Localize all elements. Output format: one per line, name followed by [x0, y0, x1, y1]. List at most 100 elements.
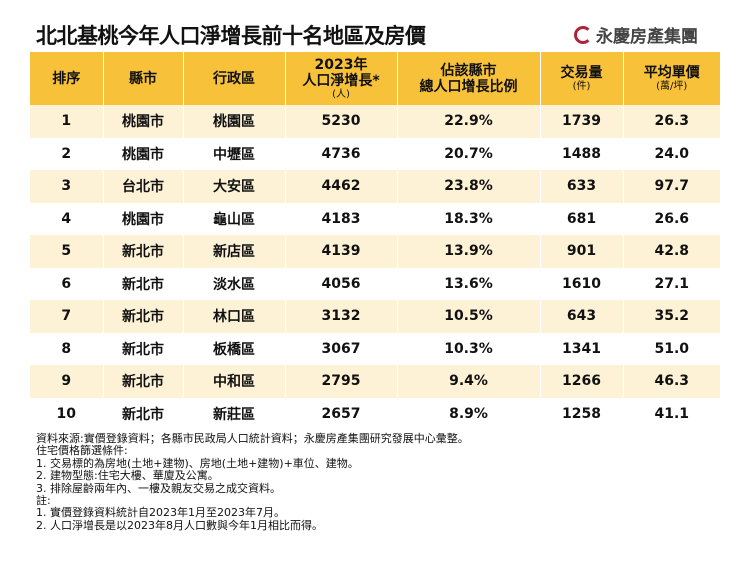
note-line: 資料來源:實價登錄資料；各縣市民政局人口統計資料；永慶房產集團研究發展中心彙整。 — [36, 432, 469, 445]
note-line: 註: — [36, 494, 51, 508]
cell-population-growth: 4462 — [284, 170, 397, 203]
cell-avg-price: 35.2 — [622, 300, 720, 333]
cell-population-growth: 3132 — [284, 300, 397, 333]
cell-city: 台北市 — [102, 170, 183, 203]
cell-city: 新北市 — [102, 300, 183, 333]
cell-district: 林口區 — [182, 300, 285, 333]
cell-population-growth: 3067 — [284, 332, 397, 365]
cell-growth-share: 9.4% — [396, 365, 540, 398]
cell-district: 新莊區 — [182, 397, 285, 430]
cell-district: 新店區 — [182, 235, 285, 268]
header-district: 行政區 — [182, 52, 285, 105]
cell-district: 板橋區 — [182, 332, 285, 365]
cell-population-growth: 4056 — [284, 267, 397, 300]
table-row: 4 桃園市 龜山區 4183 18.3% 681 26.6 — [30, 202, 720, 235]
cell-rank: 3 — [30, 170, 103, 203]
cell-rank: 1 — [30, 105, 103, 138]
table-row: 10 新北市 新莊區 2657 8.9% 1258 41.1 — [30, 397, 720, 430]
cell-avg-price: 51.0 — [622, 332, 720, 365]
logo-icon — [574, 25, 592, 44]
cell-district: 桃園區 — [182, 105, 285, 138]
header-transactions: 交易量 (件) — [539, 52, 623, 105]
cell-rank: 7 — [30, 300, 103, 333]
header-text: 排序 — [52, 70, 81, 87]
cell-population-growth: 4139 — [284, 235, 397, 268]
header-text: (人) — [332, 88, 350, 100]
cell-rank: 9 — [30, 365, 103, 398]
cell-avg-price: 26.6 — [622, 202, 720, 235]
header-text: 佔該縣市 — [440, 62, 497, 79]
table-row: 7 新北市 林口區 3132 10.5% 643 35.2 — [30, 300, 720, 333]
cell-rank: 4 — [30, 202, 103, 235]
header-rank: 排序 — [30, 52, 103, 105]
table-row: 5 新北市 新店區 4139 13.9% 901 42.8 — [30, 235, 720, 268]
table-row: 3 台北市 大安區 4462 23.8% 633 97.7 — [30, 170, 720, 203]
cell-district: 中壢區 — [182, 137, 285, 170]
table-row: 1 桃園市 桃園區 5230 22.9% 1739 26.3 — [30, 105, 720, 138]
cell-rank: 10 — [30, 397, 103, 430]
cell-transactions: 901 — [539, 235, 623, 268]
logo: 永慶房產集團 — [574, 22, 698, 47]
cell-growth-share: 10.3% — [396, 332, 540, 365]
logo-text: 永慶房產集團 — [596, 27, 698, 47]
cell-transactions: 1266 — [539, 365, 623, 398]
table-row: 2 桃園市 中壢區 4736 20.7% 1488 24.0 — [30, 137, 720, 170]
cell-avg-price: 42.8 — [622, 235, 720, 268]
header-text: 人口淨增長* — [302, 72, 380, 89]
data-table: 排序 縣市 行政區 2023年 人口淨增長* (人) 佔該縣市 總人口增長比例 交易量 (件) 平均… — [30, 52, 720, 430]
cell-population-growth: 4183 — [284, 202, 397, 235]
cell-district: 中和區 — [182, 365, 285, 398]
cell-growth-share: 23.8% — [396, 170, 540, 203]
header-text: 縣市 — [129, 70, 157, 87]
footnotes: 資料來源:實價登錄資料；各縣市民政局人口統計資料；永慶房產集團研究發展中心彙整。… — [36, 432, 469, 532]
cell-population-growth: 4736 — [284, 137, 397, 170]
header-text: 總人口增長比例 — [419, 78, 518, 95]
cell-avg-price: 41.1 — [622, 397, 720, 430]
cell-growth-share: 10.5% — [396, 300, 540, 333]
cell-district: 龜山區 — [182, 202, 285, 235]
cell-rank: 2 — [30, 137, 103, 170]
cell-growth-share: 13.9% — [396, 235, 540, 268]
cell-transactions: 681 — [539, 202, 623, 235]
cell-transactions: 1610 — [539, 267, 623, 300]
cell-city: 桃園市 — [102, 202, 183, 235]
cell-avg-price: 24.0 — [622, 137, 720, 170]
cell-growth-share: 18.3% — [396, 202, 540, 235]
note-line: 住宅價格篩選條件: — [36, 444, 128, 458]
cell-transactions: 1341 — [539, 332, 623, 365]
cell-avg-price: 97.7 — [622, 170, 720, 203]
cell-avg-price: 27.1 — [622, 267, 720, 300]
cell-city: 新北市 — [102, 332, 183, 365]
cell-city: 桃園市 — [102, 105, 183, 138]
header-text: (萬/坪) — [656, 80, 688, 92]
header-text: (件) — [572, 80, 591, 92]
cell-growth-share: 8.9% — [396, 397, 540, 430]
cell-avg-price: 46.3 — [622, 365, 720, 398]
cell-population-growth: 5230 — [284, 105, 397, 138]
cell-rank: 5 — [30, 235, 103, 268]
cell-transactions: 633 — [539, 170, 623, 203]
cell-rank: 8 — [30, 332, 103, 365]
cell-population-growth: 2795 — [284, 365, 397, 398]
cell-rank: 6 — [30, 267, 103, 300]
cell-growth-share: 20.7% — [396, 137, 540, 170]
cell-city: 新北市 — [102, 235, 183, 268]
cell-city: 新北市 — [102, 397, 183, 430]
note-line: 3. 排除屋齡兩年內、一樓及親友交易之成交資料。 — [36, 481, 281, 495]
table-row: 8 新北市 板橋區 3067 10.3% 1341 51.0 — [30, 332, 720, 365]
cell-transactions: 1258 — [539, 397, 623, 430]
table-row: 9 新北市 中和區 2795 9.4% 1266 46.3 — [30, 365, 720, 398]
cell-growth-share: 22.9% — [396, 105, 540, 138]
cell-transactions: 1488 — [539, 137, 623, 170]
header-text: 行政區 — [213, 70, 255, 87]
table-row: 6 新北市 淡水區 4056 13.6% 1610 27.1 — [30, 267, 720, 300]
cell-population-growth: 2657 — [284, 397, 397, 430]
cell-transactions: 643 — [539, 300, 623, 333]
header-population-growth: 2023年 人口淨增長* (人) — [284, 52, 397, 105]
header-text: 交易量 — [560, 64, 603, 81]
cell-city: 桃園市 — [102, 137, 183, 170]
note-line: 2. 人口淨增長是以2023年8月人口數與今年1月相比而得。 — [36, 518, 323, 532]
header-city: 縣市 — [102, 52, 183, 105]
page-title: 北北基桃今年人口淨增長前十名地區及房價 — [36, 24, 426, 48]
note-line: 1. 交易標的為房地(土地+建物)、房地(土地+建物)+車位、建物。 — [36, 456, 359, 470]
